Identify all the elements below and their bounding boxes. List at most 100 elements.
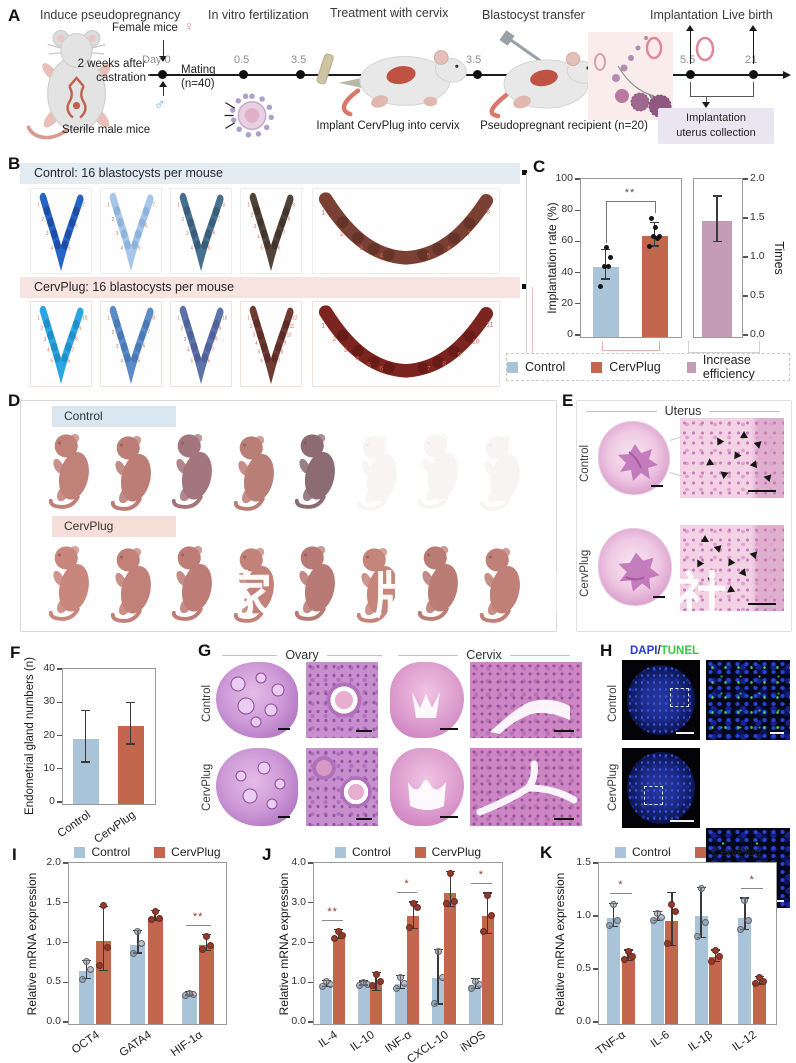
- j-legend-control: Control: [351, 845, 391, 859]
- significance-bracket: [605, 201, 607, 243]
- cervplug-bar: [641, 235, 668, 337]
- arrowhead-marker-icon: [714, 542, 725, 553]
- e-cervplug-uterus-zoom-image: [680, 525, 784, 611]
- axis-tick: [308, 1021, 313, 1023]
- implantation-site-number: 8: [75, 336, 77, 343]
- k-legend-control: Control: [631, 845, 671, 859]
- axis-tick-label: 0: [49, 795, 55, 807]
- error-bar: [612, 903, 615, 927]
- implantation-site-number: 3: [359, 245, 363, 252]
- implantation-site-number: 4: [257, 234, 259, 241]
- data-point: [82, 958, 90, 966]
- cervplug-connector-dot: [522, 284, 527, 289]
- axis-tick-label: 0.0: [46, 1015, 61, 1027]
- data-point: [397, 973, 405, 981]
- g-cervplug-follicle-zoom-image: [306, 748, 378, 826]
- pup-slot: [168, 540, 222, 624]
- error-cap: [740, 929, 750, 931]
- implantation-site-number: 7: [83, 202, 85, 209]
- h-cervplug-roi-box: [644, 786, 663, 805]
- data-point: [360, 978, 368, 986]
- g-cervplug-ovary-image: [216, 748, 298, 826]
- panel-e-label: E: [562, 391, 574, 410]
- pup-image: [110, 547, 151, 623]
- error-cap: [81, 761, 90, 763]
- axis-tick-label: 40: [43, 662, 55, 674]
- timeline-dot-day0: [158, 70, 167, 79]
- collection-line1: Implantation: [686, 112, 746, 124]
- implantation-site-number: 5: [68, 245, 70, 252]
- pup-slot: [291, 540, 345, 624]
- tunel-title: TUNEL: [660, 645, 700, 657]
- axis-tick-label: 0.5: [576, 962, 591, 974]
- implantation-site-number: 6: [143, 343, 145, 350]
- error-cap: [696, 936, 706, 938]
- cervplug-bar: [407, 915, 420, 1024]
- implantation-site-number: 1: [37, 202, 39, 209]
- implantation-site-number: 8: [281, 349, 283, 356]
- step-livebirth: Live birth: [722, 8, 773, 22]
- data-point: [751, 980, 759, 988]
- g-control-cervix-zoom-image: [470, 662, 582, 738]
- blastocyst-trail-illustration: [588, 32, 673, 120]
- control-bar: [650, 918, 664, 1024]
- error-cap: [667, 944, 677, 947]
- d-cervplug-chip: CervPlug: [52, 516, 176, 537]
- axis-tick: [57, 701, 62, 703]
- data-point: [620, 955, 628, 963]
- axis-tick: [593, 862, 598, 864]
- axis-tick: [57, 768, 62, 770]
- error-cap: [202, 949, 212, 952]
- control-swatch-icon: [334, 846, 346, 858]
- implantation-site-number: 6: [68, 358, 70, 365]
- cervplug-swatch-icon: [694, 846, 706, 858]
- g-row-label-cervplug: CervPlug: [201, 763, 213, 811]
- axis-tick: [308, 941, 313, 944]
- panel-j-label: J: [262, 845, 272, 864]
- implantation-site-number: 4: [255, 340, 257, 347]
- error-bar: [154, 910, 156, 921]
- timepoint-55: 5.5: [680, 54, 696, 66]
- axis-tick-label: 80: [561, 203, 573, 216]
- control-bar: [130, 944, 146, 1024]
- data-point: [95, 962, 103, 970]
- dapi-title: DAPI: [630, 645, 658, 657]
- cervplug-bar: [332, 936, 345, 1024]
- error-bar: [400, 975, 402, 989]
- axis-tick: [575, 240, 580, 242]
- pup-slot: [353, 430, 407, 514]
- arrowhead-marker-icon: [719, 471, 728, 480]
- control-bar: [320, 985, 333, 1024]
- error-cap: [483, 933, 493, 935]
- timeline-dot-21: [749, 70, 758, 79]
- panel-e-box: [576, 400, 792, 632]
- uterus-image-box: 1 2 3 4 5 6 7 8 9 10 11: [312, 301, 500, 387]
- data-point: [653, 910, 661, 918]
- pup-image: [356, 435, 397, 511]
- g-control-follicle-zoom-image: [306, 662, 378, 738]
- increase-swatch-icon: [686, 361, 696, 373]
- error-cap: [445, 906, 455, 908]
- error-cap: [433, 1003, 443, 1005]
- implantation-site-number: 12: [293, 315, 298, 322]
- implantation-site-number: 7: [218, 216, 220, 223]
- axis-tick-label: 1.0: [576, 909, 591, 921]
- data-point: [628, 952, 636, 960]
- data-point: [602, 263, 607, 269]
- implantation-site-number: 1: [321, 322, 325, 329]
- uterus-photo: 123 4 5 678: [177, 192, 225, 272]
- implantation-site-number: 3: [184, 336, 186, 343]
- pup-image: [171, 545, 212, 621]
- h-row-label-cervplug: CervPlug: [607, 763, 619, 811]
- axis-tick: [593, 968, 598, 970]
- error-cap: [371, 989, 381, 991]
- castrated-mouse-illustration: [26, 30, 111, 140]
- error-bar: [486, 892, 489, 934]
- transfer-mouse-illustration: [489, 30, 592, 119]
- control-bar: [78, 970, 94, 1024]
- control-pups-row: [45, 428, 545, 514]
- error-bar: [85, 960, 87, 979]
- cervplug-swatch-icon: [414, 846, 426, 858]
- significance-line: [185, 924, 211, 926]
- implantation-site-number: 7: [212, 347, 214, 354]
